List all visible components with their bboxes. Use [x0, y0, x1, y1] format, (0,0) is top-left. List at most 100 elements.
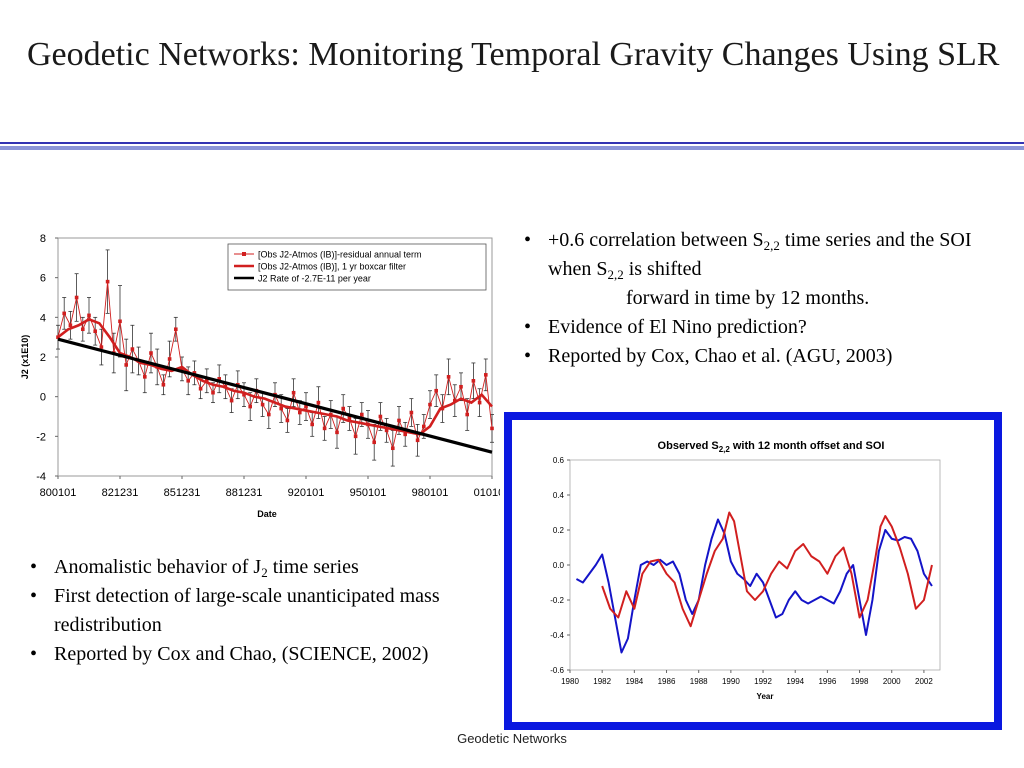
data-point	[68, 323, 73, 328]
y-tick-label: -0.4	[550, 631, 564, 640]
data-point	[428, 402, 432, 407]
data-point	[279, 406, 283, 411]
x-tick-label: 821231	[102, 487, 139, 499]
y-tick-label: 0.4	[553, 491, 565, 500]
x-tick-label: 1988	[690, 677, 708, 686]
y-tick-label: -2	[36, 431, 46, 443]
data-point	[56, 335, 60, 339]
data-point	[341, 406, 345, 411]
data-point	[298, 410, 302, 415]
y-tick-label: -4	[36, 471, 46, 483]
legend-marker	[242, 252, 246, 256]
data-point	[322, 426, 327, 431]
slide-title: Geodetic Networks: Monitoring Temporal G…	[27, 36, 1000, 73]
bullets-left: • Anomalistic behavior of J2 time series …	[28, 553, 498, 669]
y-tick-label: 0	[40, 392, 46, 404]
s22-chart-frame: Observed S2,2 with 12 month offset and S…	[504, 412, 1002, 730]
data-point	[391, 446, 395, 451]
data-point	[124, 363, 128, 367]
y-tick-label: -0.6	[550, 666, 564, 675]
x-tick-label: 1992	[754, 677, 772, 686]
x-tick-label: 800101	[40, 487, 77, 499]
series-red-line	[601, 511, 933, 628]
data-point	[397, 418, 401, 423]
data-point	[409, 410, 414, 415]
data-point	[260, 402, 265, 407]
data-point	[174, 327, 178, 332]
data-point	[434, 388, 438, 393]
data-point	[453, 398, 457, 403]
data-point	[74, 295, 79, 300]
data-point	[446, 375, 451, 379]
y-tick-label: -0.2	[550, 596, 564, 605]
data-point	[360, 412, 364, 417]
data-point	[130, 347, 135, 351]
y-tick-label: 0.6	[553, 456, 565, 465]
data-point	[335, 430, 339, 435]
data-point	[422, 424, 426, 429]
data-point	[372, 440, 376, 445]
plot-area	[569, 459, 941, 671]
data-point	[149, 351, 153, 355]
data-point	[118, 319, 122, 324]
y-tick-label: 6	[40, 273, 46, 285]
data-point	[217, 377, 221, 381]
series-residual-line	[57, 281, 493, 450]
data-point	[347, 416, 352, 421]
x-tick-label: 2000	[883, 677, 901, 686]
data-point	[285, 418, 290, 423]
series-trend-line	[57, 337, 493, 454]
x-tick-label: 1980	[561, 677, 579, 686]
legend-entry: [Obs J2-Atmos (IB)], 1 yr boxcar filter	[258, 262, 406, 272]
data-point	[211, 390, 215, 395]
bullet-anomalistic: • Anomalistic behavior of J2 time series	[30, 556, 359, 580]
data-point	[310, 422, 314, 427]
y-tick-label: 8	[40, 233, 46, 245]
data-point	[81, 327, 85, 332]
x-tick-label: 881231	[226, 487, 263, 499]
x-tick-label: 980101	[412, 487, 449, 499]
data-point	[167, 357, 172, 361]
bullet-first-detection: • First detection of large-scale unantici…	[30, 585, 440, 636]
data-point	[465, 412, 469, 417]
data-point	[304, 404, 308, 409]
bullets-right: • +0.6 correlation between S2,2 time seri…	[522, 226, 982, 371]
data-point	[198, 386, 203, 391]
y-tick-label: 0.2	[553, 526, 565, 535]
data-point	[229, 398, 234, 403]
data-point	[192, 371, 197, 375]
data-point	[384, 428, 389, 433]
x-axis-label: Date	[257, 509, 277, 519]
x-tick-label: 950101	[350, 487, 387, 499]
bullet-reported-agu: • Reported by Cox, Chao et al. (AGU, 2003…	[524, 345, 893, 367]
data-point	[471, 379, 476, 383]
data-point	[186, 379, 190, 383]
title-rule	[0, 142, 1024, 150]
x-tick-label: 1990	[722, 677, 740, 686]
data-point	[161, 382, 166, 387]
legend: [Obs J2-Atmos (IB)]-residual annual term…	[227, 243, 487, 291]
data-point	[477, 400, 482, 405]
data-point	[62, 311, 66, 316]
bullet-el-nino: • Evidence of El Nino prediction?	[524, 316, 807, 338]
y-tick-label: 2	[40, 352, 46, 364]
x-tick-label: 1984	[625, 677, 643, 686]
data-point	[99, 345, 104, 349]
data-point	[490, 426, 494, 431]
x-tick-label: 1986	[658, 677, 676, 686]
y-tick-label: 0.0	[553, 561, 565, 570]
series-blue-line	[575, 518, 933, 654]
footer: Geodetic Networks	[457, 731, 567, 746]
j2-chart: 8 6 4 2 0 -2 -4 800101 821231 851231 881231 920101 9…	[20, 224, 500, 524]
legend-entry: J2 Rate of -2.7E-11 per year	[258, 274, 371, 284]
legend-entry: [Obs J2-Atmos (IB)]-residual annual term	[258, 250, 422, 260]
y-axis-label: J2 (x1E10)	[20, 335, 30, 380]
data-point	[87, 313, 91, 318]
x-tick-label: 1994	[786, 677, 804, 686]
x-tick-label: 1998	[851, 677, 869, 686]
data-point	[248, 404, 252, 409]
data-point	[93, 329, 97, 334]
x-tick-label: 2002	[915, 677, 933, 686]
legend-box	[227, 243, 487, 291]
